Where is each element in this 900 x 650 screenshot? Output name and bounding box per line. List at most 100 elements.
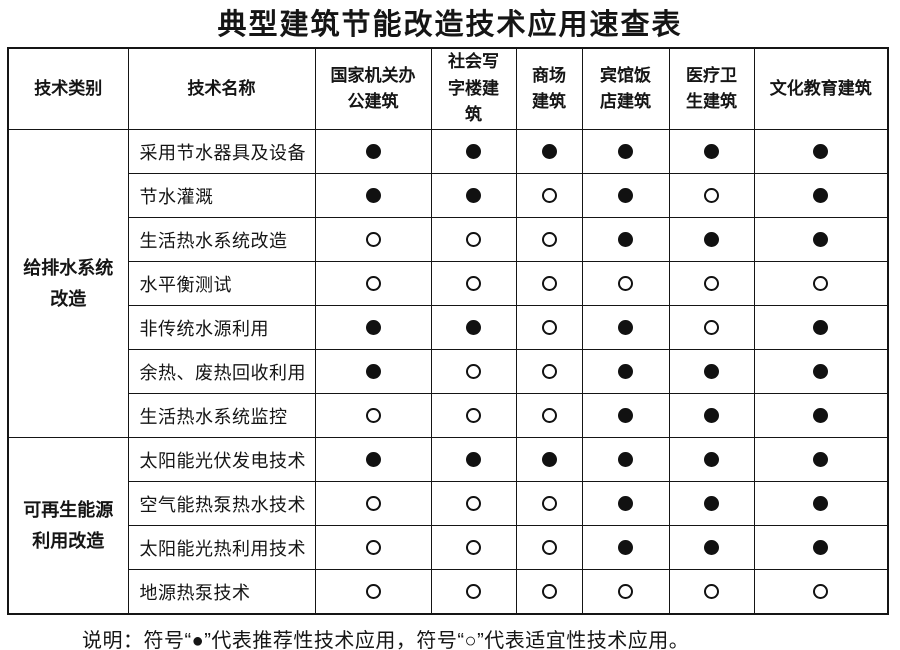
filled-circle-icon	[618, 451, 633, 467]
technology-name-cell: 太阳能光伏发电技术	[127, 437, 316, 482]
recommended-mark-cell	[314, 437, 432, 482]
open-circle-icon	[618, 275, 633, 291]
suitable-mark-cell	[430, 217, 517, 262]
recommended-mark-cell	[753, 305, 889, 350]
recommended-mark-cell	[581, 129, 670, 174]
technology-name-cell: 节水灌溉	[127, 173, 316, 218]
filled-circle-icon	[618, 319, 633, 335]
recommended-mark-cell	[753, 525, 889, 570]
open-circle-icon	[466, 539, 481, 555]
suitable-mark-cell	[753, 261, 889, 306]
recommended-mark-cell	[668, 217, 755, 262]
open-circle-icon	[466, 231, 481, 247]
suitable-mark-cell	[753, 569, 889, 615]
column-header-building-2: 商场建筑	[515, 47, 583, 130]
column-header-technology-name: 技术名称	[127, 47, 316, 130]
open-circle-icon	[365, 539, 381, 555]
recommended-mark-cell	[753, 437, 889, 482]
filled-circle-icon	[813, 495, 829, 511]
technology-name-cell: 采用节水器具及设备	[127, 129, 316, 174]
open-circle-icon	[813, 275, 829, 291]
recommended-mark-cell	[430, 305, 517, 350]
suitable-mark-cell	[581, 569, 670, 615]
technology-name-cell: 非传统水源利用	[127, 305, 316, 350]
suitable-mark-cell	[314, 261, 432, 306]
filled-circle-icon	[365, 319, 381, 335]
open-circle-icon	[466, 275, 481, 291]
open-circle-icon	[813, 583, 829, 599]
column-header-label: 医疗卫生建筑	[686, 65, 737, 111]
recommended-mark-cell	[581, 217, 670, 262]
recommended-mark-cell	[668, 349, 755, 394]
open-circle-icon	[365, 407, 381, 423]
filled-circle-icon	[813, 319, 829, 335]
open-circle-icon	[541, 583, 557, 599]
filled-circle-icon	[813, 187, 829, 203]
recommended-mark-cell	[753, 217, 889, 262]
table-row: 生活热水系统改造	[8, 217, 889, 262]
recommended-mark-cell	[668, 525, 755, 570]
filled-circle-icon	[704, 407, 719, 423]
table-row: 非传统水源利用	[8, 305, 889, 350]
suitable-mark-cell	[430, 525, 517, 570]
open-circle-icon	[541, 187, 557, 203]
suitable-mark-cell	[668, 173, 755, 218]
filled-circle-icon	[704, 143, 719, 159]
table-row: 节水灌溉	[8, 173, 889, 218]
open-circle-icon	[541, 407, 557, 423]
open-circle-icon	[704, 187, 719, 203]
filled-circle-icon	[618, 143, 633, 159]
recommended-mark-cell	[430, 129, 517, 174]
filled-circle-icon	[704, 451, 719, 467]
recommended-mark-cell	[753, 129, 889, 174]
column-header-building-5: 文化教育建筑	[753, 47, 889, 130]
recommended-mark-cell	[668, 129, 755, 174]
open-circle-icon	[704, 319, 719, 335]
filled-circle-icon	[704, 231, 719, 247]
filled-circle-icon	[618, 363, 633, 379]
column-header-category: 技术类别	[7, 47, 129, 130]
category-cell: 给排水系统改造	[7, 129, 129, 438]
recommended-mark-cell	[753, 349, 889, 394]
filled-circle-icon	[813, 363, 829, 379]
open-circle-icon	[541, 231, 557, 247]
column-header-building-3: 宾馆饭店建筑	[581, 47, 670, 130]
suitable-mark-cell	[430, 481, 517, 526]
recommended-mark-cell	[314, 129, 432, 174]
filled-circle-icon	[365, 187, 381, 203]
filled-circle-icon	[704, 495, 719, 511]
table-row: 空气能热泵热水技术	[8, 481, 889, 526]
open-circle-icon	[466, 363, 481, 379]
table-row: 生活热水系统监控	[8, 393, 889, 438]
recommended-mark-cell	[581, 525, 670, 570]
table-row: 水平衡测试	[8, 261, 889, 306]
suitable-mark-cell	[668, 569, 755, 615]
filled-circle-icon	[618, 231, 633, 247]
technology-name-cell: 水平衡测试	[127, 261, 316, 306]
column-header-building-1: 社会写字楼建筑	[430, 47, 517, 130]
recommended-mark-cell	[581, 349, 670, 394]
filled-circle-icon	[365, 143, 381, 159]
suitable-mark-cell	[430, 393, 517, 438]
filled-circle-icon	[466, 319, 481, 335]
filled-circle-icon	[541, 451, 557, 467]
recommended-mark-cell	[581, 305, 670, 350]
suitable-mark-cell	[314, 393, 432, 438]
column-header-label: 技术名称	[187, 79, 256, 98]
column-header-label: 商场建筑	[532, 65, 566, 111]
filled-circle-icon	[466, 143, 481, 159]
open-circle-icon	[541, 319, 557, 335]
column-header-building-0: 国家机关办公建筑	[314, 47, 432, 130]
suitable-mark-cell	[668, 261, 755, 306]
open-circle-icon	[541, 275, 557, 291]
table-row: 可再生能源利用改造 太阳能光伏发电技术	[7, 437, 889, 615]
open-circle-icon	[365, 275, 381, 291]
technology-name-cell: 生活热水系统改造	[127, 217, 316, 262]
column-header-label: 技术类别	[34, 79, 103, 98]
filled-circle-icon	[618, 539, 633, 555]
recommended-mark-cell	[581, 173, 670, 218]
recommended-mark-cell	[314, 173, 432, 218]
suitable-mark-cell	[515, 217, 583, 262]
open-circle-icon	[365, 231, 381, 247]
